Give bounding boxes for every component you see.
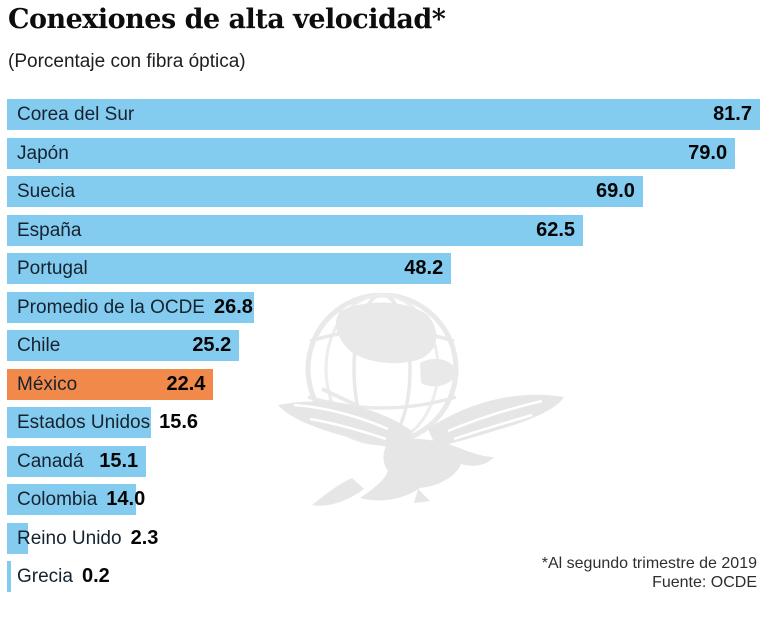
bar-text: Corea del Sur 81.7 (7, 99, 760, 130)
bar-text: Suecia 69.0 (7, 176, 760, 207)
bar-value: 48.2 (404, 257, 444, 279)
bar-row: España 62.5 (7, 214, 760, 246)
bar-row: Colombia 14.0 (7, 484, 760, 515)
bar-label: España (17, 219, 82, 241)
bar (7, 522, 29, 554)
bar-row: Promedio de la OCDE 26.8 (7, 291, 760, 323)
bar-row: Grecia 0.2 (7, 561, 760, 592)
bar-label: Corea del Sur (17, 104, 135, 125)
bar-text: Chile 25.2 (7, 330, 760, 361)
bar-text: Grecia 0.2 (7, 561, 760, 592)
bar-row: Estados Unidos 15.6 (7, 407, 760, 438)
chart-footnote: *Al segundo trimestre de 2019 (541, 555, 757, 572)
bar-label: Colombia (17, 489, 98, 510)
bar-label: Suecia (17, 181, 76, 202)
chart-source: Fuente: OCDE (652, 574, 757, 591)
bar (7, 214, 584, 246)
bar-value: 2.3 (130, 526, 159, 549)
bar (7, 561, 11, 592)
bar-value: 15.6 (159, 411, 199, 433)
bar-value: 69.0 (596, 180, 635, 202)
bar-text: México 22.4 (7, 369, 760, 400)
bar-label: Canadá (17, 450, 84, 472)
bar-text: Estados Unidos 15.6 (7, 407, 760, 438)
bar-label: México (17, 373, 78, 395)
bar (7, 407, 151, 438)
bar (7, 330, 240, 361)
bar-text: Promedio de la OCDE 26.8 (7, 292, 760, 323)
bar-chart: Corea del Sur 81.7 Japón 79.0 Suecia 69.0 Espa… (7, 99, 760, 600)
bar-label: Japón (17, 142, 69, 164)
bar (7, 253, 452, 284)
bar-row: Reino Unido 2.3 (7, 522, 760, 554)
chart-subtitle: (Porcentaje con fibra óptica) (8, 51, 246, 72)
bar-label: Chile (17, 335, 61, 356)
bar-label: Grecia (17, 566, 73, 587)
bar-value: 26.8 (213, 295, 253, 318)
bar-value: 14.0 (106, 488, 146, 510)
bar (7, 176, 643, 207)
bar-row: Suecia 69.0 (7, 176, 760, 207)
bar-row: Canadá 15.1 (7, 445, 760, 477)
bar-value: 81.7 (713, 103, 752, 125)
bar-text: Reino Unido 2.3 (7, 523, 760, 554)
bar-label: Reino Unido (17, 527, 122, 549)
bar (7, 137, 736, 169)
chart-footer: *Al segundo trimestre de 2019 Fuente: OC… (542, 554, 757, 592)
bar-row: Corea del Sur 81.7 (7, 99, 760, 130)
bar-row: Portugal 48.2 (7, 253, 760, 284)
eagle-icon (278, 394, 564, 506)
bar-text: Canadá 15.1 (7, 446, 760, 477)
bar-highlighted (7, 368, 214, 400)
bar-row: México 22.4 (7, 368, 760, 400)
bar-text: Portugal 48.2 (7, 253, 760, 284)
publisher-watermark (278, 293, 564, 506)
bar-text: Colombia 14.0 (7, 484, 760, 515)
bar-value: 15.1 (99, 449, 139, 472)
bar-value: 0.2 (81, 565, 110, 587)
bar (7, 445, 147, 477)
bar-row: Japón 79.0 (7, 137, 760, 169)
bar (7, 484, 137, 515)
bar-label: Portugal (17, 258, 88, 279)
bar-label: Estados Unidos (17, 412, 151, 433)
bar (7, 99, 760, 130)
bar-value: 22.4 (166, 372, 206, 395)
bar-text: Japón 79.0 (7, 138, 760, 169)
bar-value: 62.5 (536, 218, 576, 241)
bar-text: España 62.5 (7, 215, 760, 246)
bar-row: Chile 25.2 (7, 330, 760, 361)
bar-value: 79.0 (688, 141, 728, 164)
bar-label: Promedio de la OCDE (17, 296, 205, 318)
chart-title: Conexiones de alta velocidad* (8, 4, 446, 35)
bar-value: 25.2 (192, 334, 232, 356)
bar (7, 291, 254, 323)
